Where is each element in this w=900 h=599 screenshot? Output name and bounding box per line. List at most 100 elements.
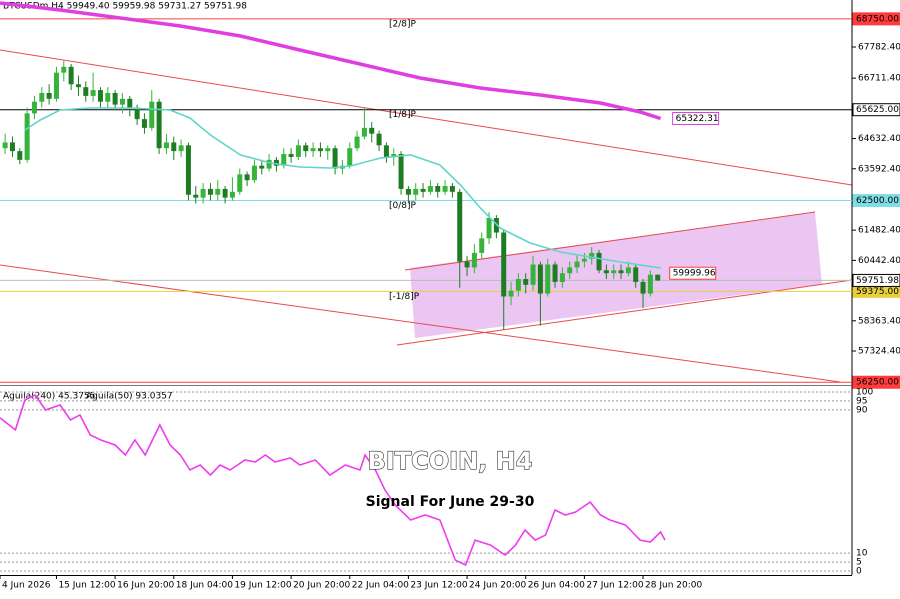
candle-body (310, 148, 316, 152)
candle-body (244, 174, 250, 181)
chart-header: BTCUSDm,H4 59949.40 59959.98 59731.27 59… (3, 2, 247, 12)
candle-body (567, 267, 573, 274)
x-tick-label: 24 Jun 20:00 (469, 581, 526, 591)
candle-body (119, 98, 125, 105)
candle-body (222, 188, 228, 198)
candle-body (369, 127, 375, 134)
indicator-label: Aguila(50) 93.0357 (86, 392, 173, 402)
x-tick-label: 28 Jun 20:00 (645, 581, 702, 591)
candle-body (413, 188, 419, 195)
candle-body (317, 148, 323, 152)
candle-body (449, 186, 455, 192)
candle-body (207, 188, 213, 195)
indicator-line (24, 107, 661, 269)
price-annotation-box (669, 266, 717, 280)
candle-body (149, 101, 155, 128)
candle-body (259, 165, 265, 169)
candle-body (288, 154, 294, 157)
candle-body (112, 92, 118, 105)
candle-body (552, 264, 558, 282)
candle-body (251, 165, 257, 181)
candle-body (515, 279, 521, 291)
candle-body (156, 101, 162, 149)
candle-body (273, 159, 279, 166)
candle-body (354, 136, 360, 149)
ma-label-box (672, 112, 720, 126)
level-label-box (852, 194, 900, 208)
y-tick-label: 67782.40 (858, 42, 900, 52)
y-tick-label: 0 (856, 567, 862, 577)
level-label: 65625.00 (856, 105, 899, 115)
candle-body (17, 151, 23, 160)
candle-body (46, 92, 52, 99)
channel-shade (410, 212, 822, 338)
x-tick-label: 22 Jun 04:00 (352, 581, 409, 591)
candle-body (647, 274, 653, 294)
candle-body (391, 154, 397, 157)
candle-body (295, 145, 301, 157)
candle-body (141, 119, 147, 128)
level-tag: [0/8]P (389, 201, 417, 211)
candle-body (655, 274, 661, 281)
candle-body (163, 142, 169, 149)
candle-body (178, 145, 184, 152)
candle-body (200, 188, 206, 198)
candle-body (464, 261, 470, 268)
x-tick-label: 19 Jun 12:00 (234, 581, 291, 591)
price-annotation: 59999.96 (673, 269, 716, 279)
candle-body (75, 84, 81, 88)
x-tick-label: 20 Jun 20:00 (293, 581, 350, 591)
candle-body (559, 273, 565, 282)
candle-body (237, 174, 243, 192)
trend-line (0, 264, 841, 383)
y-tick-label: 61482.40 (858, 226, 900, 236)
y-tick-label: 95 (856, 396, 867, 406)
level-tag: [2/8]P (389, 19, 417, 29)
candle-body (420, 188, 426, 192)
candle-body (9, 142, 15, 152)
candle-body (303, 145, 309, 152)
candle-body (61, 66, 67, 73)
y-tick-label: 66711.40 (858, 74, 900, 84)
level-label: 56250.00 (856, 378, 899, 388)
x-tick-label: 15 Jun 12:00 (58, 581, 115, 591)
candle-body (53, 72, 59, 99)
level-label-box (852, 103, 900, 117)
candle-body (383, 145, 389, 157)
y-tick-label: 57324.40 (858, 347, 900, 357)
candle-body (97, 90, 103, 102)
x-tick-label: 23 Jun 12:00 (410, 581, 467, 591)
candle-body (501, 232, 507, 297)
y-tick-label: 64632.40 (858, 134, 900, 144)
ma-label: 65322.31 (676, 114, 719, 124)
candle-body (486, 217, 492, 239)
candle-body (68, 66, 74, 85)
y-tick-label: 60442.40 (858, 256, 900, 266)
candle-body (581, 258, 587, 262)
indicator-line (0, 1, 662, 121)
candle-body (427, 186, 433, 192)
candle-body (618, 270, 624, 274)
candle-body (633, 267, 639, 282)
candle-body (193, 194, 199, 198)
level-tag: [1/8]P (389, 110, 417, 120)
candle-body (229, 191, 235, 198)
candle-body (127, 98, 133, 108)
x-tick-label: 4 Jun 2026 (2, 581, 51, 591)
candle-body (471, 252, 477, 268)
candle-body (611, 270, 617, 274)
candle-body (530, 264, 536, 285)
candle-body (545, 264, 551, 294)
candle-body (398, 154, 404, 189)
x-tick-label: 27 Jun 12:00 (586, 581, 643, 591)
level-label-box (852, 12, 900, 26)
y-tick-label: 5 (856, 558, 862, 568)
indicator-line (0, 393, 666, 567)
y-tick-label: 10 (856, 549, 868, 559)
candle-body (281, 154, 287, 166)
candle-body (589, 252, 595, 259)
x-tick-label: 16 Jun 20:00 (117, 581, 174, 591)
x-tick-label: 26 Jun 04:00 (528, 581, 585, 591)
candle-body (442, 186, 448, 192)
candle-body (574, 261, 580, 268)
